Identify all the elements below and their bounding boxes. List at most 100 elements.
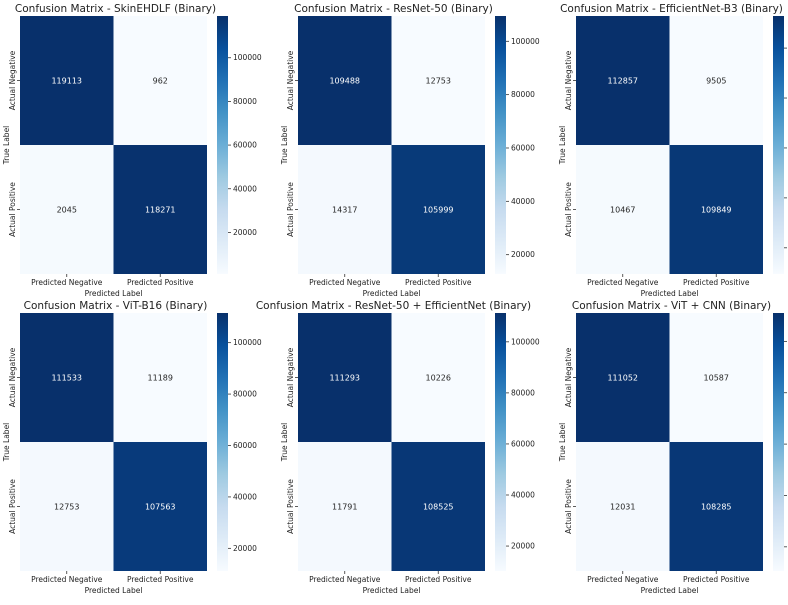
cell-value-label: 111533 (51, 374, 82, 383)
colorbar-tick-label: 40000 (233, 184, 257, 193)
colorbar-tick-label: 80000 (233, 390, 257, 399)
heatmap-cell (298, 145, 392, 274)
y-tick-label: Actual Positive (8, 479, 17, 534)
colorbar-tick-label: 20000 (233, 544, 257, 553)
colorbar-tick-label: 20000 (511, 542, 535, 551)
colorbar-tick-label: 100000 (511, 37, 540, 46)
cell-value-label: 12753 (54, 503, 79, 512)
heatmap-cell (391, 145, 485, 274)
x-tick-label: Predicted Positive (683, 575, 750, 584)
heatmap-cell (669, 145, 763, 274)
x-tick-label: Predicted Positive (127, 278, 194, 287)
colorbar-tick-label: 20000 (233, 228, 257, 237)
x-tick-label: Predicted Positive (405, 278, 472, 287)
heatmap-cell (113, 16, 207, 145)
colorbar-tick-label: 60000 (233, 141, 257, 150)
chart-title: Confusion Matrix - EfficientNet-B3 (Bina… (560, 3, 783, 15)
y-axis-label: True Label (280, 126, 289, 166)
cell-value-label: 112857 (607, 77, 638, 86)
confusion-matrix-panel: Confusion Matrix - EfficientNet-B3 (Bina… (558, 3, 787, 298)
colorbar (495, 313, 506, 571)
heatmap-cell (298, 442, 392, 571)
x-axis-label: Predicted Label (85, 586, 143, 595)
chart-title: Confusion Matrix - ResNet-50 (Binary) (294, 3, 493, 15)
heatmap-cell (669, 313, 763, 442)
y-tick-label: Actual Positive (8, 182, 17, 237)
colorbar (217, 313, 228, 571)
cell-value-label: 108525 (423, 503, 454, 512)
x-axis-label: Predicted Label (363, 586, 421, 595)
cell-value-label: 111052 (607, 374, 638, 383)
heatmap-cell (576, 313, 670, 442)
x-tick-label: Predicted Negative (587, 575, 659, 584)
cell-value-label: 108285 (701, 503, 732, 512)
cell-value-label: 10226 (426, 374, 451, 383)
colorbar (495, 16, 506, 274)
y-tick-label: Actual Negative (564, 50, 573, 110)
x-axis-label: Predicted Label (641, 289, 699, 298)
cell-value-label: 10587 (704, 374, 729, 383)
cell-value-label: 119113 (51, 77, 82, 86)
x-tick-label: Predicted Positive (405, 575, 472, 584)
colorbar (773, 313, 784, 571)
heatmap-cell (391, 313, 485, 442)
cell-value-label: 12031 (610, 503, 635, 512)
colorbar-tick-label: 60000 (511, 143, 535, 152)
x-tick-label: Predicted Positive (127, 575, 194, 584)
chart-title: Confusion Matrix - ViT + CNN (Binary) (572, 300, 771, 312)
colorbar (773, 16, 784, 274)
heatmap-cell (20, 145, 114, 274)
y-tick-label: Actual Negative (286, 347, 295, 407)
y-tick-label: Actual Negative (8, 50, 17, 110)
chart-title: Confusion Matrix - ViT-B16 (Binary) (24, 300, 208, 312)
colorbar-tick-label: 20000 (511, 250, 535, 259)
colorbar-tick-label: 80000 (511, 388, 535, 397)
heatmap-cell (576, 145, 670, 274)
cell-value-label: 9505 (706, 77, 726, 86)
heatmap-cell (113, 442, 207, 571)
x-tick-label: Predicted Negative (31, 575, 103, 584)
x-tick-label: Predicted Positive (683, 278, 750, 287)
heatmap-cell (298, 313, 392, 442)
colorbar-tick-label: 40000 (511, 490, 535, 499)
cell-value-label: 12753 (426, 77, 451, 86)
heatmap-cell (20, 16, 114, 145)
cell-value-label: 118271 (145, 206, 176, 215)
y-axis-label: True Label (280, 423, 289, 463)
cell-value-label: 11189 (148, 374, 173, 383)
cell-value-label: 10467 (610, 206, 635, 215)
heatmap-cell (391, 442, 485, 571)
cell-value-label: 109849 (701, 206, 732, 215)
cell-value-label: 14317 (332, 206, 357, 215)
cell-value-label: 111293 (329, 374, 360, 383)
heatmap-cell (669, 442, 763, 571)
heatmap-cell (20, 442, 114, 571)
x-tick-label: Predicted Negative (587, 278, 659, 287)
heatmap-cell (576, 16, 670, 145)
y-tick-label: Actual Positive (564, 479, 573, 534)
y-tick-label: Actual Negative (286, 50, 295, 110)
heatmap-cell (113, 145, 207, 274)
confusion-matrix-panel: Confusion Matrix - ResNet-50 + Efficient… (256, 300, 540, 595)
heatmap-cell (20, 313, 114, 442)
colorbar (217, 16, 228, 274)
y-tick-label: Actual Negative (8, 347, 17, 407)
colorbar-tick-label: 40000 (511, 197, 535, 206)
x-axis-label: Predicted Label (85, 289, 143, 298)
heatmap-cell (576, 442, 670, 571)
chart-title: Confusion Matrix - ResNet-50 + Efficient… (256, 300, 531, 312)
heatmap-cell (298, 16, 392, 145)
chart-title: Confusion Matrix - SkinEHDLF (Binary) (15, 3, 216, 15)
confusion-matrix-panel: Confusion Matrix - ViT + CNN (Binary) 111… (558, 300, 787, 595)
confusion-matrix-panel: Confusion Matrix - ResNet-50 (Binary) 109… (280, 3, 540, 298)
confusion-matrix-panel: Confusion Matrix - ViT-B16 (Binary) 11153… (2, 300, 262, 595)
x-tick-label: Predicted Negative (31, 278, 103, 287)
heatmap-cell (669, 16, 763, 145)
cell-value-label: 962 (153, 77, 168, 86)
colorbar-tick-label: 40000 (233, 492, 257, 501)
colorbar-tick-label: 80000 (233, 97, 257, 106)
y-axis-label: True Label (2, 126, 11, 166)
y-tick-label: Actual Positive (564, 182, 573, 237)
x-tick-label: Predicted Negative (309, 575, 381, 584)
